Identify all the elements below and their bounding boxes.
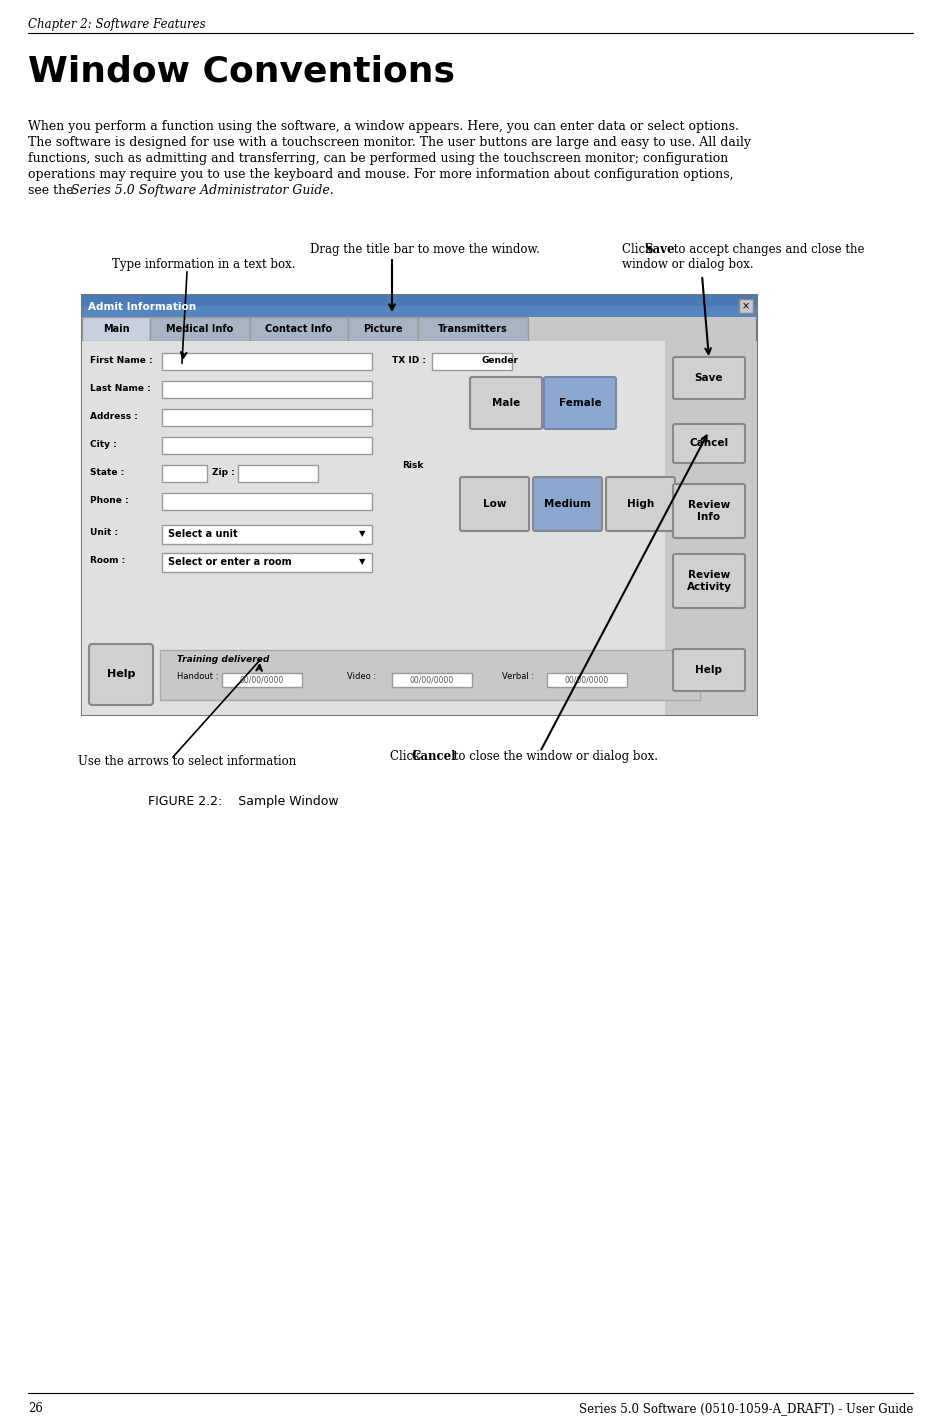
Text: Contact Info: Contact Info	[265, 324, 332, 334]
Text: Help: Help	[107, 669, 136, 679]
Bar	[162, 552, 372, 572]
FancyBboxPatch shape	[673, 356, 745, 399]
Text: Male: Male	[492, 398, 520, 408]
Text: 00/00/0000: 00/00/0000	[240, 676, 284, 684]
FancyBboxPatch shape	[673, 425, 745, 463]
Text: Review
Activity: Review Activity	[687, 571, 731, 592]
Bar	[150, 317, 250, 341]
Text: The software is designed for use with a touchscreen monitor. The user buttons ar: The software is designed for use with a …	[28, 136, 751, 149]
FancyBboxPatch shape	[606, 477, 675, 531]
Text: Transmitters: Transmitters	[439, 324, 508, 334]
Text: Click: Click	[622, 243, 656, 256]
FancyBboxPatch shape	[673, 649, 745, 692]
Text: Picture: Picture	[363, 324, 403, 334]
Text: Cancel: Cancel	[690, 439, 728, 449]
Text: see the: see the	[28, 185, 77, 197]
Text: Training delivered: Training delivered	[177, 655, 269, 665]
Bar	[739, 300, 753, 312]
Text: Medical Info: Medical Info	[167, 324, 233, 334]
Text: TX ID :: TX ID :	[392, 356, 426, 365]
Text: Female: Female	[559, 398, 601, 408]
Bar	[348, 317, 418, 341]
Text: Low: Low	[483, 498, 506, 508]
Text: Risk: Risk	[402, 462, 423, 470]
Bar	[250, 317, 348, 341]
Text: Address :: Address :	[90, 412, 138, 420]
Bar	[162, 464, 207, 481]
Text: FIGURE 2.2:    Sample Window: FIGURE 2.2: Sample Window	[148, 795, 339, 808]
Text: Use the arrows to select information: Use the arrows to select information	[78, 755, 296, 768]
Text: Select a unit: Select a unit	[168, 530, 238, 540]
Text: Handout :: Handout :	[177, 672, 218, 682]
Text: 26: 26	[28, 1402, 43, 1414]
Text: window or dialog box.: window or dialog box.	[622, 258, 754, 271]
Text: First Name :: First Name :	[90, 356, 152, 365]
Text: Cancel: Cancel	[412, 750, 456, 763]
Bar	[162, 381, 372, 398]
Bar	[82, 341, 665, 716]
Bar	[82, 295, 757, 716]
Text: 00/00/0000: 00/00/0000	[410, 676, 455, 684]
Text: to close the window or dialog box.: to close the window or dialog box.	[450, 750, 658, 763]
Text: Unit :: Unit :	[90, 528, 119, 537]
Text: Last Name :: Last Name :	[90, 383, 151, 393]
FancyBboxPatch shape	[470, 376, 542, 429]
Text: Series 5.0 Software Administrator Guide.: Series 5.0 Software Administrator Guide.	[71, 185, 334, 197]
Text: Gender: Gender	[482, 356, 519, 365]
Bar	[547, 673, 627, 687]
Bar	[162, 493, 372, 510]
Bar	[162, 409, 372, 426]
Bar	[222, 673, 302, 687]
FancyBboxPatch shape	[544, 376, 616, 429]
Text: Window Conventions: Window Conventions	[28, 55, 455, 89]
Text: Video :: Video :	[347, 672, 376, 682]
Bar	[238, 464, 318, 481]
Bar	[82, 317, 150, 341]
Bar	[665, 341, 757, 716]
FancyBboxPatch shape	[89, 645, 153, 704]
Text: City :: City :	[90, 440, 117, 449]
Text: Review
Info: Review Info	[688, 500, 730, 521]
Text: Main: Main	[103, 324, 129, 334]
Text: Help: Help	[695, 665, 723, 674]
FancyBboxPatch shape	[533, 477, 602, 531]
Text: Medium: Medium	[544, 498, 591, 508]
FancyBboxPatch shape	[673, 554, 745, 608]
Bar	[82, 295, 757, 317]
Text: When you perform a function using the software, a window appears. Here, you can : When you perform a function using the so…	[28, 121, 739, 133]
Bar	[418, 317, 528, 341]
Text: Type information in a text box.: Type information in a text box.	[112, 258, 295, 271]
Text: ×: ×	[742, 301, 750, 311]
Text: Chapter 2: Software Features: Chapter 2: Software Features	[28, 18, 206, 31]
Text: Phone :: Phone :	[90, 496, 129, 506]
Text: Room :: Room :	[90, 557, 125, 565]
Text: Click: Click	[390, 750, 424, 763]
Text: Select or enter a room: Select or enter a room	[168, 557, 292, 567]
Text: Verbal :: Verbal :	[502, 672, 534, 682]
Bar	[162, 354, 372, 371]
Text: ▼: ▼	[359, 558, 365, 567]
Text: Drag the title bar to move the window.: Drag the title bar to move the window.	[310, 243, 540, 256]
Text: Admit Information: Admit Information	[88, 302, 196, 312]
Bar	[162, 437, 372, 454]
Text: 00/00/0000: 00/00/0000	[565, 676, 609, 684]
Bar	[162, 525, 372, 544]
Text: Save: Save	[694, 373, 724, 383]
Text: operations may require you to use the keyboard and mouse. For more information a: operations may require you to use the ke…	[28, 168, 733, 180]
FancyBboxPatch shape	[673, 484, 745, 538]
Text: High: High	[627, 498, 654, 508]
Text: functions, such as admitting and transferring, can be performed using the touchs: functions, such as admitting and transfe…	[28, 152, 728, 165]
Text: Save: Save	[644, 243, 675, 256]
Bar	[82, 305, 757, 317]
Text: Zip :: Zip :	[212, 469, 234, 477]
Bar	[160, 650, 700, 700]
Text: State :: State :	[90, 469, 124, 477]
Text: Series 5.0 Software (0510-1059-A_DRAFT) - User Guide: Series 5.0 Software (0510-1059-A_DRAFT) …	[579, 1402, 913, 1414]
Bar	[392, 673, 472, 687]
Bar	[432, 354, 512, 371]
Text: ▼: ▼	[359, 530, 365, 538]
Text: to accept changes and close the: to accept changes and close the	[670, 243, 865, 256]
FancyBboxPatch shape	[460, 477, 529, 531]
